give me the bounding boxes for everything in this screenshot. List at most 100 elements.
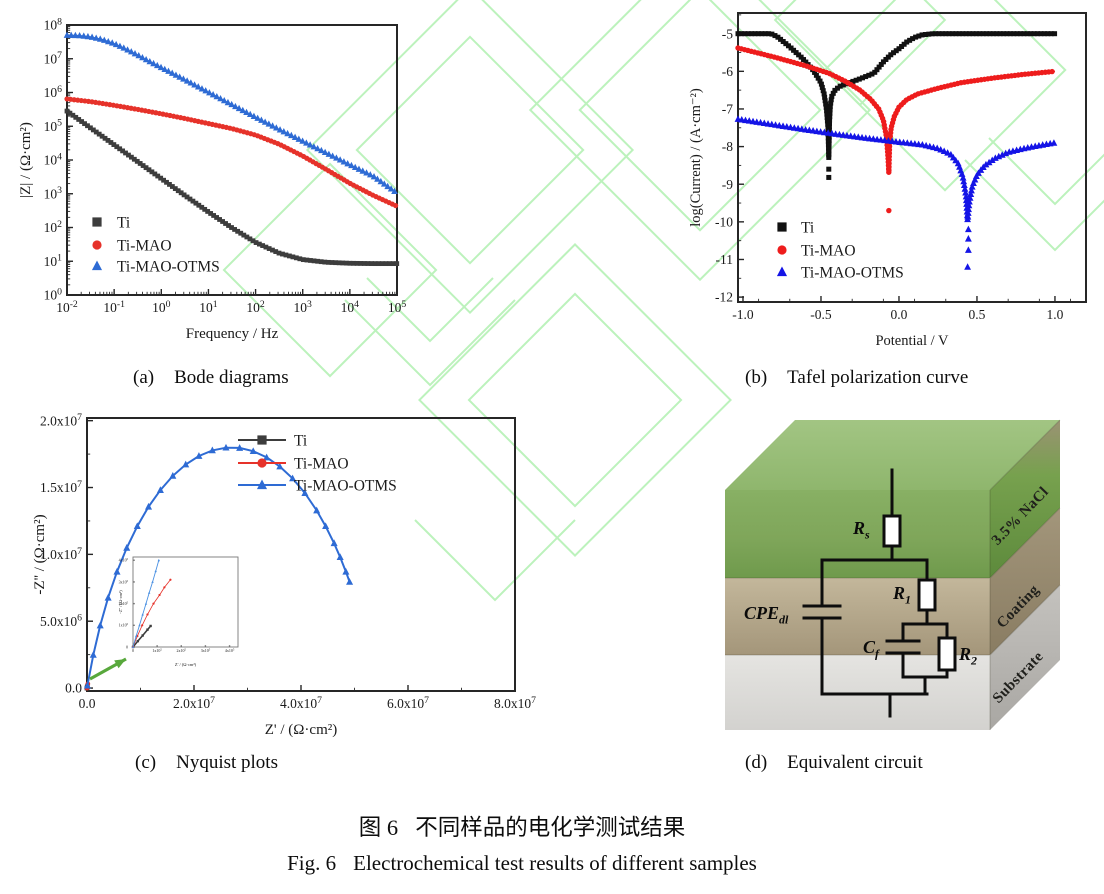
axis-text: 0 — [132, 648, 134, 653]
axis-text: 0.0 — [891, 307, 908, 322]
axis-text: 101 — [199, 299, 218, 315]
axis-text: 102 — [44, 219, 63, 235]
axis-text: -9 — [722, 177, 733, 192]
label-rs: Rs — [853, 518, 870, 542]
watermark-layer — [222, 0, 1104, 602]
axis-text: -7 — [722, 102, 733, 117]
axis-text: 2x105 — [177, 647, 187, 653]
watermark-shape — [344, 277, 516, 387]
axis-text: 6.0x107 — [387, 695, 429, 711]
watermark-shape — [355, 35, 585, 265]
axis-text: 0.0 — [79, 696, 96, 711]
circuit-wires — [802, 468, 949, 718]
subcaption-c: (c) Nyquist plots — [135, 752, 278, 774]
label-cf: Cf — [863, 637, 880, 661]
axis-text: 1x105 — [152, 647, 162, 653]
substrate-side-face — [990, 585, 1060, 730]
panel-d-equivalent-circuit — [725, 419, 1061, 730]
caption-chinese-tag: 图 6 — [358, 815, 399, 840]
subcaption-d-text: Equivalent circuit — [787, 752, 923, 773]
axis-text: 10-2 — [56, 299, 78, 315]
axis-text: 100 — [44, 286, 63, 302]
subcaption-a-tag: (a) — [133, 367, 155, 388]
legend-b: Ti Ti-MAO Ti-MAO-OTMS — [776, 219, 904, 281]
panel-b: -1.0 -0.5 0.0 0.5 1.0 -5 -6 -7 -8 -9 -10 -11 -12 Pote… — [688, 12, 1087, 349]
axis-text: -8 — [722, 139, 733, 154]
watermark-shape — [578, 0, 822, 232]
subcaption-a: (a) Bode diagrams — [133, 367, 289, 389]
axis-text: -1.0 — [732, 307, 754, 322]
axis-text: -6 — [722, 64, 733, 79]
label-r2: R2 — [959, 644, 978, 668]
axis-text: 5.0x106 — [40, 613, 82, 629]
panel-c: 0.0 2.0x107 4.0x107 6.0x107 8.0x107 0.0 5.0x10… — [32, 412, 536, 738]
subcaption-c-tag: (c) — [135, 752, 157, 773]
caption-chinese: 图 6 不同样品的电化学测试结果 — [0, 810, 1044, 842]
axis-text: 107 — [44, 50, 63, 66]
axis-ticks — [132, 559, 231, 648]
axis-text: 106 — [44, 84, 63, 100]
axis-text: 2x105 — [119, 600, 129, 606]
axis-text: 103 — [44, 185, 63, 201]
axis-text: -12 — [715, 290, 733, 305]
axis-text: 101 — [44, 253, 63, 269]
label-r1: R1 — [893, 583, 912, 607]
inset-pointer-arrow — [89, 657, 127, 681]
resistor-rs-box — [882, 514, 902, 548]
caption-chinese-text: 不同样品的电化学测试结果 — [415, 815, 686, 840]
axis-text: log(Current) / (A·cm⁻²) — [688, 88, 704, 227]
nacl-front-face — [725, 490, 990, 578]
series-Ti-MAO-OTMS — [63, 31, 398, 194]
axis-text: 2.0x107 — [173, 695, 215, 711]
caption-english: Fig. 6 Electrochemical test results of di… — [0, 851, 1044, 876]
series-Ti-MAO — [131, 578, 172, 649]
panel-a: 10-2 10-1 100 101 102 103 104 105 100 101 102 103 10… — [18, 16, 406, 342]
axis-ticks — [66, 24, 398, 296]
caption-english-tag: Fig. 6 — [287, 851, 337, 875]
label-cpe-dl: CPEdl — [744, 603, 789, 627]
watermark-shape — [414, 519, 576, 602]
legend-label: Ti-MAO-OTMS — [117, 258, 220, 275]
watermark-shape — [964, 137, 1104, 252]
axis-text: 3x105 — [119, 579, 129, 585]
axis-text: Potential / V — [875, 333, 949, 349]
axis-text: -Z'' / (Ω·cm²) — [118, 590, 123, 614]
axis-text: 104 — [44, 151, 63, 167]
legend-label: Ti — [117, 214, 131, 231]
axis-text: 105 — [44, 118, 63, 134]
axis-text: -0.5 — [810, 307, 832, 322]
axis-text: Z' / (Ω·cm²) — [265, 722, 338, 738]
axis-text: 100 — [152, 299, 171, 315]
nacl-side-face — [990, 420, 1060, 578]
axis-ticks — [738, 14, 1072, 302]
plot-box — [737, 12, 1087, 303]
axis-labels: 0 1x105 2x105 3x105 4x105 0 1x105 2x105 3x105 4x1… — [118, 557, 235, 667]
axis-text: 1x105 — [119, 622, 129, 628]
axis-text: 2.0x107 — [40, 412, 82, 428]
circuit-diagram — [802, 468, 957, 718]
legend-label: Ti-MAO — [294, 455, 349, 472]
watermark-shape — [222, 162, 438, 378]
axis-text: Z' / (Ω·cm²) — [175, 662, 197, 667]
subcaption-b-tag: (b) — [745, 367, 768, 388]
legend-label: Ti — [801, 219, 815, 236]
series-Ti — [735, 31, 1058, 180]
axis-text: -10 — [715, 214, 733, 229]
axis-text: 1.0x107 — [40, 546, 82, 562]
axis-text: 10-1 — [103, 299, 125, 315]
watermark-shape — [418, 243, 732, 557]
plot-box — [66, 24, 398, 296]
axis-text: 4x105 — [119, 557, 129, 563]
series-Ti-MAO-OTMS — [131, 558, 161, 648]
watermark-shape — [823, 0, 1067, 192]
axis-text: 0.5 — [969, 307, 986, 322]
resistor-r2-box — [937, 636, 957, 672]
series-Ti — [131, 624, 152, 649]
plot-box — [132, 556, 239, 648]
axis-text: 4x105 — [225, 647, 235, 653]
axis-labels: 0.0 2.0x107 4.0x107 6.0x107 8.0x107 0.0 5.0x10… — [32, 412, 536, 738]
watermark-shape — [773, 0, 947, 107]
axis-text: 103 — [294, 299, 313, 315]
axis-text: 3x105 — [201, 647, 211, 653]
